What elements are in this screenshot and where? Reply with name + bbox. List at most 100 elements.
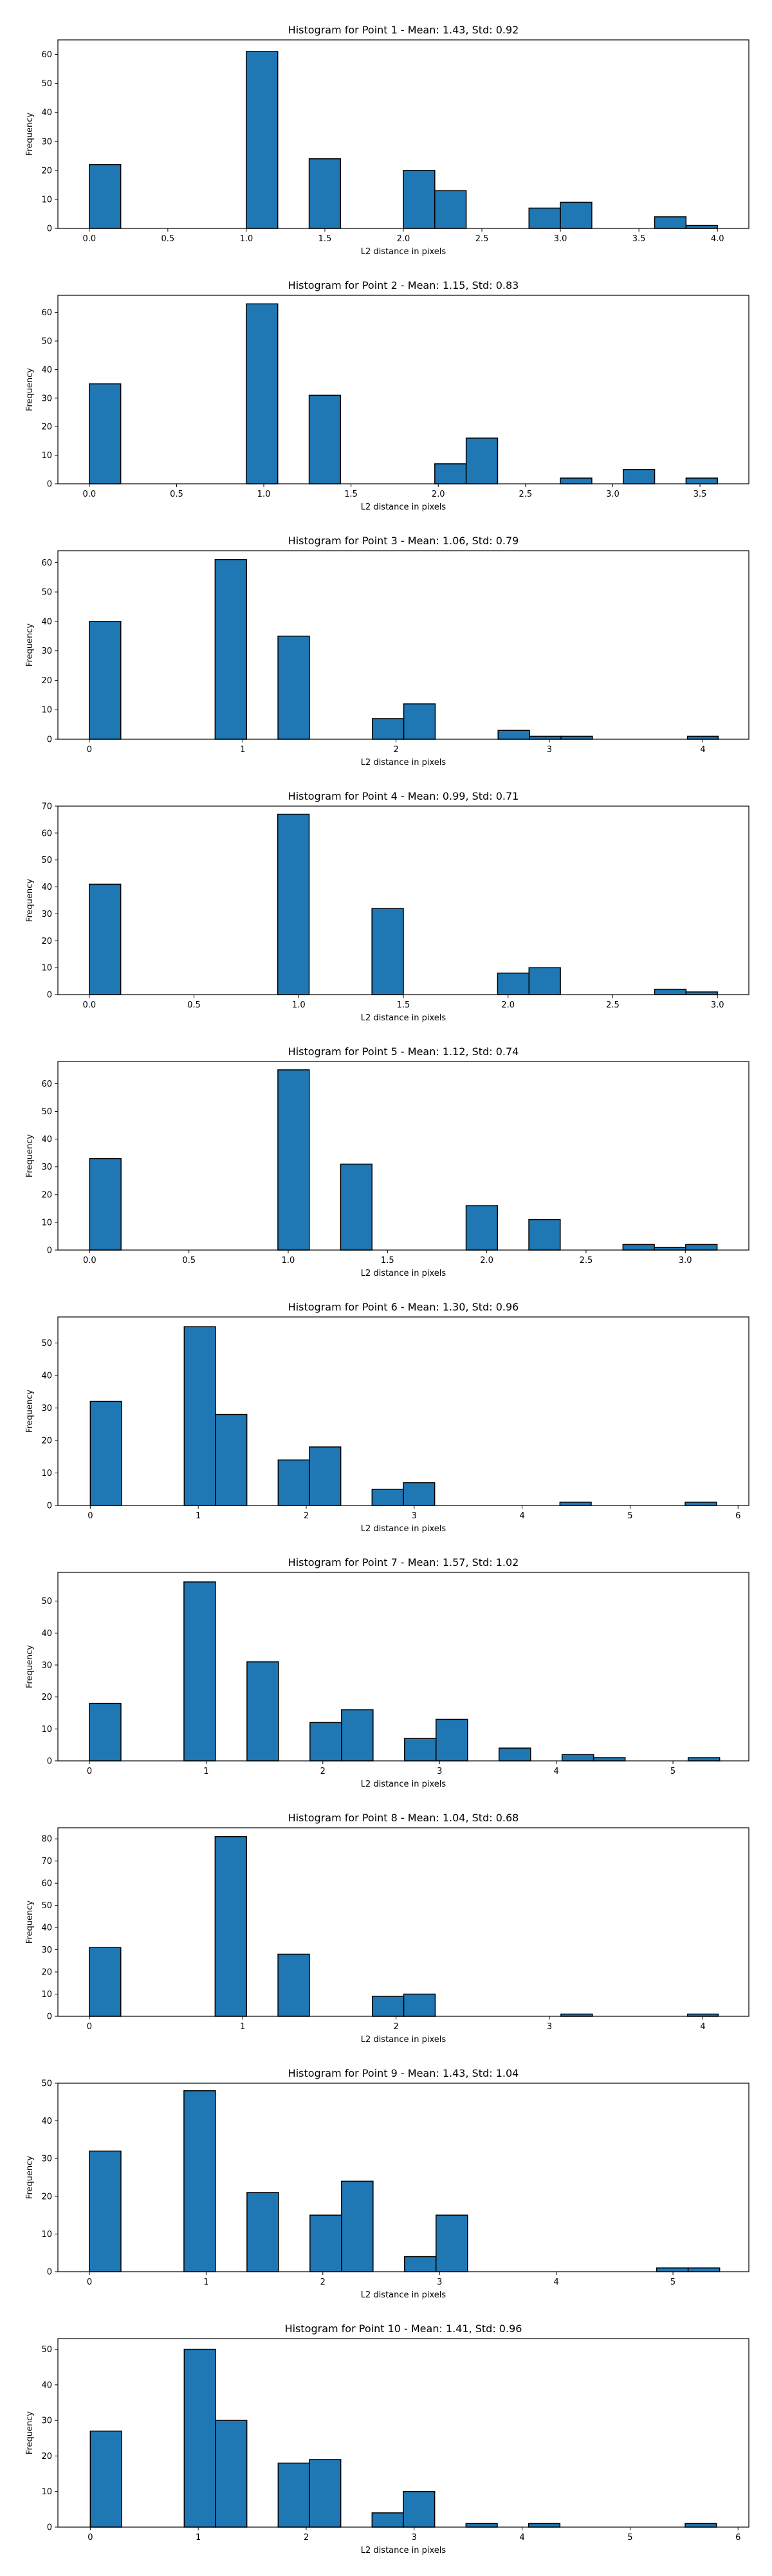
y-tick-label: 10 <box>41 1725 52 1734</box>
chart-title: Histogram for Point 6 - Mean: 1.30, Std:… <box>288 1301 519 1313</box>
y-tick-label: 20 <box>41 1190 52 1200</box>
histogram-bar <box>89 1401 122 1506</box>
histogram-bar <box>528 967 561 995</box>
histogram-bar <box>89 2150 122 2272</box>
histogram-bar <box>277 1459 310 1506</box>
y-tick-label: 60 <box>41 829 52 838</box>
y-tick-label: 30 <box>41 1661 52 1671</box>
x-tick-label: 5 <box>670 2277 676 2287</box>
x-tick-label: 3.0 <box>606 490 620 499</box>
chart-title: Histogram for Point 2 - Mean: 1.15, Std:… <box>288 279 519 291</box>
histogram-bar <box>593 1757 626 1762</box>
y-tick-label: 50 <box>41 1107 52 1117</box>
y-tick-label: 40 <box>41 108 52 118</box>
y-axis-label: Frequency <box>25 1134 35 1177</box>
y-tick-label: 30 <box>41 2416 52 2426</box>
axes-frame <box>57 2338 749 2528</box>
histogram-bar <box>622 1244 655 1251</box>
histogram-bar <box>215 2420 248 2528</box>
x-axis-label: L2 distance in pixels <box>361 2290 446 2300</box>
x-tick-label: 1 <box>240 2022 245 2032</box>
y-tick-label: 20 <box>41 937 52 946</box>
x-tick-label: 2 <box>394 2022 399 2032</box>
x-tick-label: 0 <box>87 1511 93 1521</box>
x-tick-label: 0.0 <box>82 490 96 499</box>
histogram-bar <box>309 2459 342 2528</box>
histogram-bar <box>404 1738 437 1762</box>
histogram-bar <box>685 2523 717 2528</box>
x-tick-label: 4 <box>700 745 705 755</box>
x-tick-label: 3 <box>547 2022 552 2032</box>
x-tick-label: 4 <box>700 2022 705 2032</box>
y-tick-label: 60 <box>41 1879 52 1889</box>
y-tick-label: 0 <box>47 2268 52 2277</box>
y-axis-label: Frequency <box>25 2156 35 2199</box>
histogram-bar <box>277 1069 310 1251</box>
histogram-bar <box>89 2430 122 2528</box>
x-tick-label: 0 <box>87 1767 92 1776</box>
x-tick-label: 2.0 <box>480 1256 493 1265</box>
x-tick-label: 0.0 <box>83 1256 96 1265</box>
x-axis-label: L2 distance in pixels <box>361 758 446 768</box>
y-tick-label: 20 <box>41 2192 52 2202</box>
histogram-bar <box>89 164 122 229</box>
histogram-bar <box>622 469 656 484</box>
histogram-bar <box>183 2348 216 2528</box>
histogram-bar <box>656 2267 689 2272</box>
x-tick-label: 0.0 <box>82 234 96 244</box>
histogram-bar <box>309 2214 342 2272</box>
y-tick-label: 10 <box>41 451 52 461</box>
y-tick-label: 30 <box>41 1163 52 1172</box>
y-tick-label: 40 <box>41 365 52 375</box>
histogram-bar <box>529 735 562 740</box>
x-axis-label: L2 distance in pixels <box>361 502 446 512</box>
x-tick-label: 5 <box>627 2533 632 2543</box>
y-axis-label: Frequency <box>25 623 35 667</box>
x-tick-label: 1.0 <box>292 1000 306 1010</box>
histogram-bar <box>89 883 122 995</box>
histogram-bar <box>465 2523 498 2528</box>
x-tick-label: 6 <box>735 1511 740 1521</box>
histogram-panel-1: Histogram for Point 1 - Mean: 1.43, Std:… <box>25 24 749 257</box>
histogram-bar <box>654 216 687 229</box>
y-tick-label: 70 <box>41 802 52 812</box>
x-tick-label: 2 <box>320 2277 326 2287</box>
histogram-bar <box>559 1502 592 1506</box>
x-tick-label: 1 <box>203 2277 208 2287</box>
y-tick-label: 50 <box>41 79 52 89</box>
histogram-bar <box>89 383 122 484</box>
histogram-bar <box>277 813 310 995</box>
x-tick-label: 4 <box>519 2533 524 2543</box>
histogram-bar <box>403 1993 436 2017</box>
y-axis-label: Frequency <box>25 113 35 156</box>
chart-title: Histogram for Point 9 - Mean: 1.43, Std:… <box>288 2067 519 2079</box>
histogram-bar <box>246 303 279 484</box>
y-axis-label: Frequency <box>25 1645 35 1688</box>
histogram-bar <box>436 1718 468 1762</box>
y-tick-label: 20 <box>41 1436 52 1446</box>
y-tick-label: 10 <box>41 1469 52 1478</box>
histogram-bar <box>89 1158 122 1251</box>
y-tick-label: 30 <box>41 137 52 147</box>
y-tick-label: 50 <box>41 1597 52 1606</box>
y-axis-label: Frequency <box>25 1390 35 1433</box>
x-tick-label: 2 <box>304 2533 309 2543</box>
y-tick-label: 50 <box>41 588 52 598</box>
y-tick-label: 0 <box>47 1246 52 1256</box>
histogram-bar <box>403 703 436 740</box>
histogram-bar <box>89 1702 122 1762</box>
x-axis-label: L2 distance in pixels <box>361 2546 446 2555</box>
x-tick-label: 1.5 <box>318 234 332 244</box>
chart-title: Histogram for Point 7 - Mean: 1.57, Std:… <box>288 1556 519 1569</box>
y-tick-label: 60 <box>41 308 52 318</box>
x-tick-label: 5 <box>627 1511 632 1521</box>
x-tick-label: 4 <box>554 1767 559 1776</box>
histogram-bar <box>497 972 530 995</box>
histogram-bar <box>89 621 122 740</box>
histogram-bar <box>560 201 593 229</box>
histogram-bar <box>499 1747 531 1762</box>
y-tick-label: 0 <box>47 1757 52 1767</box>
histogram-bar <box>560 735 593 740</box>
histogram-panel-7: Histogram for Point 7 - Mean: 1.57, Std:… <box>25 1556 749 1789</box>
